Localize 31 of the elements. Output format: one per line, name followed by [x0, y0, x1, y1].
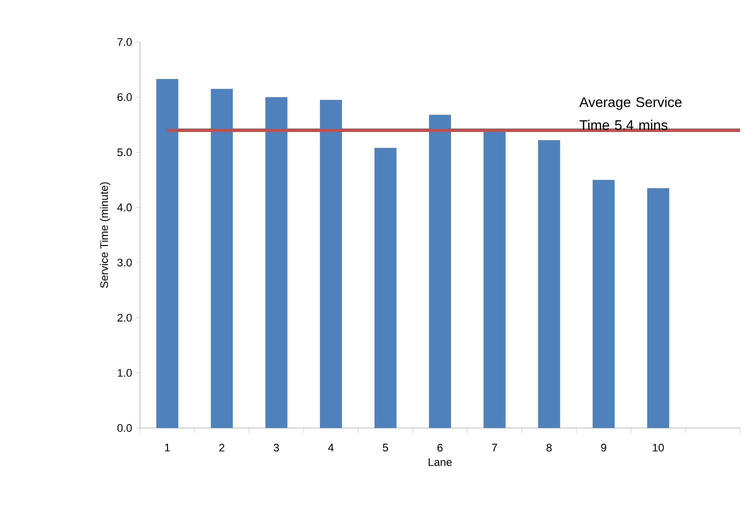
bar — [647, 188, 670, 428]
y-tick-label: 4.0 — [117, 204, 132, 212]
bar — [156, 78, 178, 428]
x-tick-label: 1 — [165, 444, 170, 452]
x-tick-label: 9 — [601, 444, 606, 452]
y-tick-label: 0.0 — [117, 424, 132, 432]
y-tick-label: 2.0 — [118, 314, 132, 322]
y-axis-title: Service Time (minute) — [100, 182, 110, 288]
x-tick-label: 3 — [274, 444, 279, 452]
ref-line-label: Average Service Time 5.4 mins — [579, 96, 682, 130]
x-axis-title: Lane — [428, 458, 452, 466]
y-tick-label: 3.0 — [117, 258, 132, 266]
bar — [538, 140, 560, 428]
bar — [265, 97, 288, 428]
x-tick-label: 6 — [438, 444, 443, 452]
x-tick-label: 5 — [382, 444, 388, 452]
bar — [429, 114, 452, 428]
x-tick-label: 10 — [652, 444, 664, 452]
bar — [210, 88, 233, 428]
y-tick-label: 7.0 — [118, 38, 132, 46]
bar — [484, 130, 506, 428]
y-tick-label: 5.0 — [117, 148, 132, 156]
x-tick-label: 4 — [328, 444, 334, 452]
y-tick-label: 6.0 — [118, 93, 132, 102]
bar — [320, 100, 342, 428]
x-tick-label: 8 — [546, 444, 552, 452]
x-tick-label: 2 — [219, 444, 224, 452]
x-tick-label: 7 — [492, 444, 498, 452]
bar — [374, 148, 396, 428]
y-tick-label: 1.0 — [118, 368, 132, 377]
bar — [592, 180, 615, 428]
